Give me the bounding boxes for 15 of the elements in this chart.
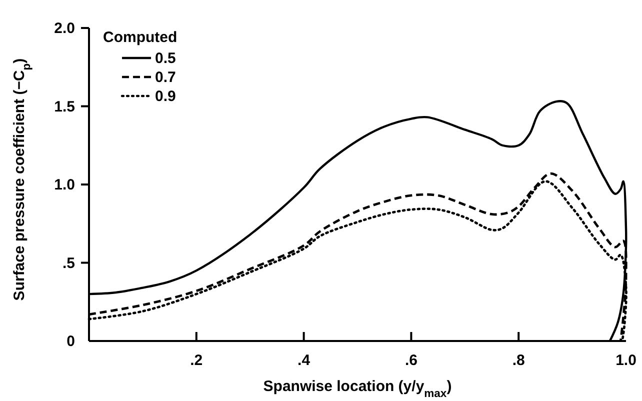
y-tick-label: 1.0	[54, 176, 75, 194]
legend-label: 0.9	[155, 88, 176, 105]
x-tick-label: 1.0	[616, 352, 636, 369]
y-tick-label: 0	[66, 333, 75, 350]
y-tick-label: 1.5	[54, 98, 75, 116]
legend-label: 0.5	[155, 50, 176, 67]
y-tick-label: .5	[62, 254, 75, 272]
x-tick-label: .6	[404, 352, 418, 369]
x-tick-label: .8	[512, 352, 525, 369]
x-axis-title: Spanwise location (y/y$_{max}$)	[263, 378, 452, 400]
y-tick-label: 2.0	[54, 20, 75, 37]
legend-title: Computed	[103, 29, 178, 46]
x-tick-label: .4	[298, 352, 311, 369]
legend-label: 0.7	[155, 69, 176, 86]
x-tick-label: .2	[190, 352, 203, 369]
